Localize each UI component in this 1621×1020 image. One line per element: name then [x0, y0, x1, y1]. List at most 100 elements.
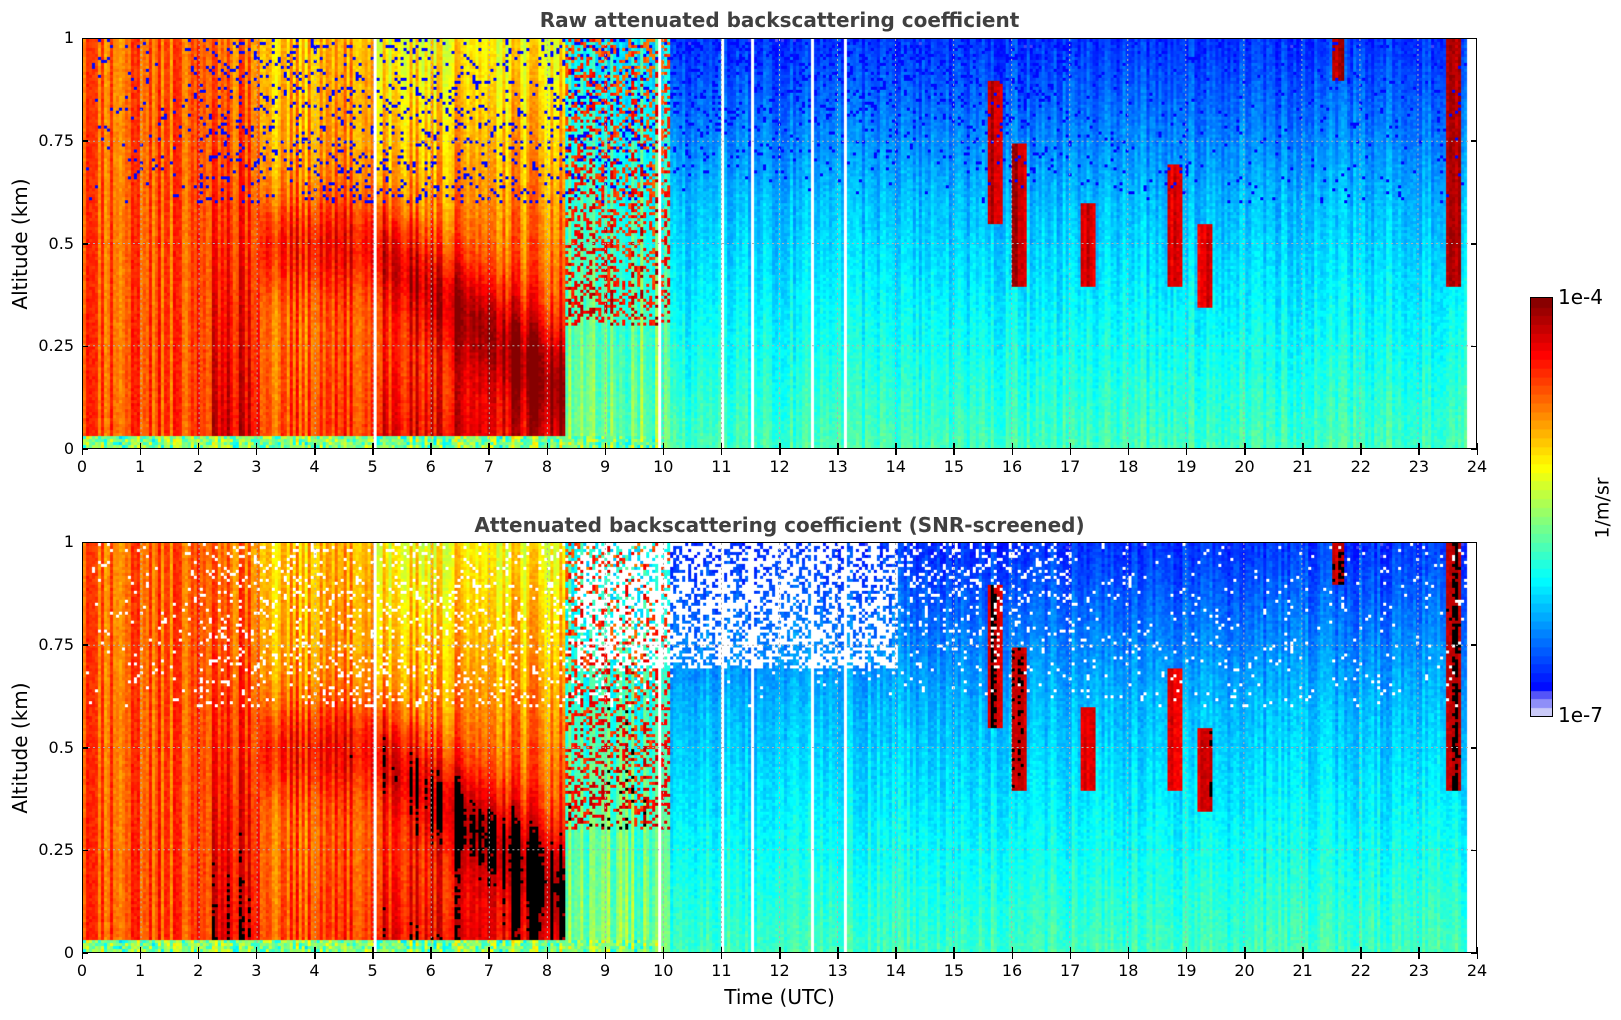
y-tick-mark: [1471, 849, 1477, 852]
x-tick-label: 7: [483, 457, 494, 476]
x-tick-label: 20: [1234, 457, 1255, 476]
x-tick-label: 1: [135, 961, 146, 980]
y-tick-mark: [82, 952, 88, 954]
x-tick-label: 1: [135, 457, 146, 476]
x-tick-label: 4: [309, 961, 320, 980]
y-tick-label: 0.25: [38, 336, 74, 356]
y-tick-mark: [1471, 952, 1477, 954]
x-tick-mark: [314, 947, 316, 959]
x-tick-label: 12: [769, 961, 790, 980]
x-tick-mark: [1127, 947, 1130, 959]
x-tick-label: 13: [827, 457, 848, 476]
colorbar-unit-label: 1/m/sr: [1591, 477, 1614, 539]
y-tick-label: 0: [63, 439, 74, 458]
x-tick-label: 14: [885, 457, 906, 476]
top-chart-title: Raw attenuated backscattering coefficien…: [539, 8, 1020, 32]
y-tick-mark: [1471, 345, 1477, 348]
x-tick-mark: [837, 947, 839, 959]
x-tick-label: 17: [1059, 961, 1081, 980]
x-tick-mark: [314, 443, 316, 455]
x-tick-mark: [546, 443, 548, 455]
x-tick-label: 5: [367, 457, 378, 476]
x-tick-label: 19: [1176, 961, 1197, 980]
x-tick-label: 16: [1001, 457, 1023, 476]
x-tick-mark: [1011, 947, 1013, 959]
y-tick-mark: [82, 345, 88, 348]
x-tick-mark: [81, 443, 83, 455]
x-tick-label: 6: [425, 961, 436, 980]
y-tick-mark: [1471, 644, 1477, 646]
x-tick-mark: [1302, 947, 1304, 959]
x-tick-label: 23: [1408, 961, 1430, 980]
y-tick-mark: [1471, 140, 1477, 142]
x-tick-label: 10: [653, 961, 674, 980]
x-tick-label: 3: [251, 457, 262, 476]
x-tick-mark: [720, 443, 723, 455]
x-tick-mark: [1418, 947, 1420, 959]
y-tick-label: 0.5: [48, 233, 74, 253]
x-tick-label: 6: [425, 457, 436, 476]
x-tick-mark: [720, 947, 723, 959]
x-tick-mark: [895, 947, 897, 959]
y-tick-mark: [82, 243, 88, 245]
colorbar-min-label: 1e-7: [1558, 703, 1603, 727]
x-tick-label: 11: [711, 961, 732, 980]
x-tick-label: 17: [1059, 457, 1081, 476]
x-tick-mark: [372, 947, 374, 959]
y-tick-label: 0.75: [38, 130, 74, 150]
x-axis-title: Time (UTC): [724, 985, 835, 1009]
x-tick-mark: [197, 443, 200, 455]
x-tick-label: 2: [193, 961, 204, 980]
x-tick-mark: [139, 947, 142, 959]
x-tick-mark: [837, 443, 839, 455]
y-tick-mark: [1471, 448, 1477, 450]
x-tick-mark: [488, 947, 490, 959]
y-tick-mark: [82, 644, 88, 646]
x-tick-label: 15: [943, 457, 965, 476]
x-tick-label: 9: [600, 961, 611, 980]
colorbar: [1530, 297, 1553, 717]
y-tick-mark: [1471, 747, 1477, 749]
bottom-chart-title: Attenuated backscattering coefficient (S…: [474, 513, 1085, 537]
x-tick-label: 7: [483, 961, 494, 980]
x-tick-label: 19: [1176, 457, 1197, 476]
y-tick-label: 0.5: [48, 737, 74, 757]
x-tick-mark: [662, 947, 665, 959]
x-tick-label: 22: [1350, 961, 1371, 980]
x-tick-mark: [197, 947, 200, 959]
x-tick-mark: [1185, 443, 1188, 455]
colorbar-gradient: [1531, 298, 1552, 716]
x-tick-mark: [139, 443, 142, 455]
x-tick-label: 9: [600, 457, 611, 476]
x-tick-label: 2: [193, 457, 204, 476]
x-tick-mark: [953, 947, 955, 959]
x-tick-mark: [1127, 443, 1130, 455]
x-tick-mark: [1069, 443, 1072, 455]
x-tick-mark: [255, 443, 258, 455]
bottom-heatmap-plot: [82, 542, 1477, 953]
x-tick-label: 21: [1292, 961, 1313, 980]
x-tick-mark: [953, 443, 955, 455]
x-tick-label: 13: [827, 961, 848, 980]
x-tick-mark: [372, 443, 374, 455]
x-tick-label: 5: [367, 961, 378, 980]
y-tick-mark: [82, 747, 88, 749]
y-tick-mark: [1471, 37, 1477, 39]
x-tick-label: 24: [1466, 961, 1488, 980]
x-tick-mark: [81, 947, 83, 959]
x-tick-label: 23: [1408, 457, 1430, 476]
x-tick-mark: [779, 947, 781, 959]
x-tick-mark: [546, 947, 548, 959]
top-heatmap-canvas: [83, 39, 1476, 448]
bottom-heatmap-canvas: [83, 543, 1476, 952]
x-tick-label: 3: [251, 961, 262, 980]
x-tick-mark: [1244, 947, 1246, 959]
x-tick-mark: [1244, 443, 1246, 455]
x-tick-label: 15: [943, 961, 965, 980]
x-tick-mark: [1476, 443, 1478, 455]
y-tick-mark: [82, 849, 88, 852]
x-tick-label: 8: [541, 457, 553, 476]
colorbar-max-label: 1e-4: [1558, 285, 1603, 309]
x-tick-mark: [1360, 443, 1362, 455]
x-tick-label: 8: [541, 961, 553, 980]
